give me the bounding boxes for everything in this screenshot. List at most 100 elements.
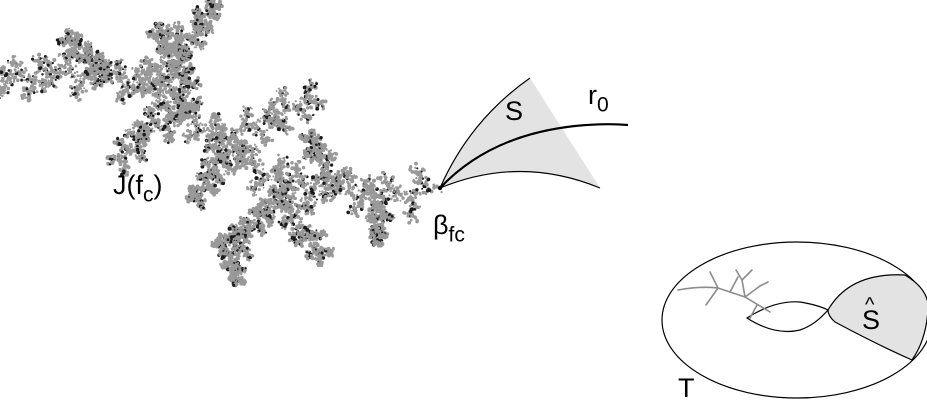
julia-set-speck [231,154,235,157]
julia-set-speck [290,160,294,165]
julia-set-speck [247,156,250,159]
julia-set-speck [12,76,16,80]
julia-set-speck [286,162,290,166]
julia-set-speck [146,35,151,39]
julia-set-speck [190,123,193,125]
julia-set-speck [352,202,357,206]
julia-set-speck [253,160,257,164]
julia-set-speck [152,90,155,93]
julia-set-speck [255,121,258,124]
julia-set-speck [285,117,289,121]
julia-set-speck [158,64,163,69]
julia-set-speck [382,180,387,184]
julia-set-speck [382,189,385,192]
julia-set-speck [224,148,228,152]
julia-set-speck [294,109,298,112]
julia-set-speck [256,131,259,134]
julia-set-speck [234,136,238,140]
julia-set-speck [396,186,400,190]
julia-set-speck [46,72,49,75]
julia-set-speck [348,177,352,181]
julia-set-speck [199,48,202,51]
julia-set-speck [62,65,67,70]
julia-set-speck [266,201,269,204]
julia-set-speck [241,144,244,148]
julia-set-speck [146,30,149,34]
julia-set-speck [169,49,173,52]
julia-set-speck [399,193,403,198]
julia-set-speck [52,58,55,61]
julia-set-speck [233,157,236,160]
julia-set-speck [218,118,222,122]
julia-set-speck [251,186,255,190]
julia-set-speck [263,205,266,208]
julia-set-speck [199,24,202,27]
julia-set-speck [196,77,199,80]
julia-set-speck [76,74,80,78]
julia-set-speck [43,87,47,90]
julia-set-speck [322,168,326,172]
julia-set-speck [325,199,329,203]
julia-set-speck [221,134,226,139]
julia-set-speck [95,50,99,54]
julia-set-speck [98,65,101,68]
julia-set-speck [352,196,356,199]
julia-set-speck [171,78,175,81]
julia-set-speck [51,82,55,85]
julia-set-speck [162,30,166,34]
julia-set-speck [338,191,342,195]
julia-set-speck [164,76,168,79]
julia-set-speck [185,105,188,109]
julia-set-speck [235,128,239,132]
julia-set-speck [170,55,173,58]
julia-set-speck [24,66,27,70]
julia-set-speck [97,71,101,74]
julia-set-speck [417,179,421,183]
julia-set-speck [252,150,256,154]
julia-set-speck [79,87,83,90]
julia-set-speck [371,182,374,186]
julia-set-speck [202,40,207,44]
julia-set-speck [74,31,78,35]
julia-set-speck [432,185,436,190]
julia-set-speck [148,85,152,90]
julia-set-speck [409,165,413,169]
julia-set-speck [286,104,289,106]
julia-set-speck [244,107,248,111]
julia-set-speck [140,72,143,76]
julia-set-speck [190,115,195,119]
julia-set-speck [243,124,246,127]
julia-set-speck [295,166,298,169]
julia-set-speck [47,85,50,88]
julia-set-speck [367,208,371,213]
julia-set-speck [150,73,153,76]
julia-set-speck [277,179,280,182]
julia-set-speck [20,78,23,82]
julia-set-speck [410,198,414,203]
julia-set-speck [38,84,42,88]
julia-set-speck [67,67,71,72]
julia-set-speck [259,137,263,140]
julia-set-speck [240,139,243,142]
julia-set-speck [150,102,153,105]
julia-set-speck [303,191,308,196]
julia-set-speck [188,32,191,35]
julia-set-speck [96,82,100,86]
julia-set-speck [100,82,103,85]
julia-set-speck [421,190,425,194]
julia-set-speck [297,159,302,164]
julia-set-speck [2,85,6,89]
julia-set-speck [186,88,190,92]
julia-set-speck [324,184,327,188]
julia-set-speck [89,81,93,85]
julia-set-speck [102,80,106,84]
julia-set-speck [75,84,79,88]
julia-set-speck [419,175,423,180]
julia-set-speck [147,69,151,74]
julia-set-speck [386,180,389,183]
julia-set-speck [412,212,415,215]
julia-set-speck [422,168,426,172]
julia-set-speck [265,210,268,213]
julia-set-speck [180,71,184,75]
julia-set-speck [160,109,163,112]
